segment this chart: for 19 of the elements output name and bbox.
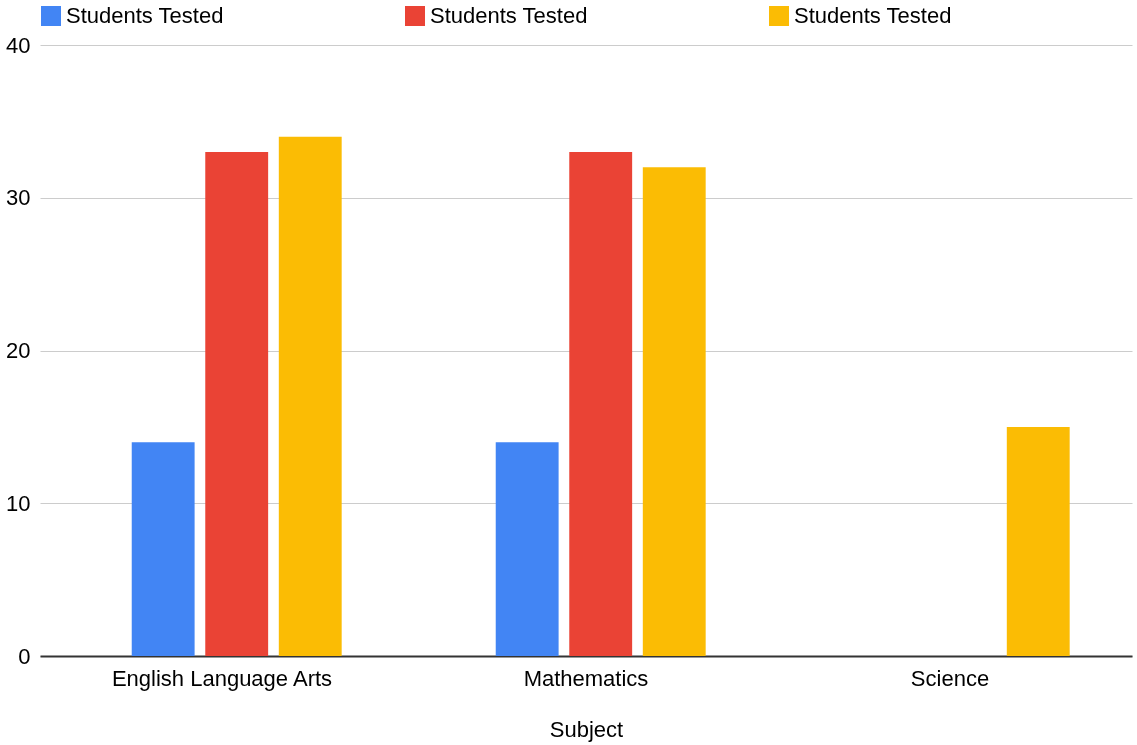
x-tick-label: English Language Arts: [111, 665, 333, 691]
bar: [131, 442, 195, 656]
bar: [495, 442, 559, 656]
bar: [1006, 426, 1070, 656]
y-tick-label: 0: [18, 643, 31, 669]
legend-label: Students Tested: [66, 3, 224, 28]
bar: [205, 151, 269, 656]
x-tick-label: Mathematics: [523, 665, 649, 691]
x-axis-title: Subject: [549, 716, 624, 742]
bar: [278, 136, 342, 656]
bar: [569, 151, 633, 656]
y-tick-label: 10: [6, 490, 31, 516]
y-tick-label: 20: [6, 338, 31, 363]
x-tick-label: Science: [910, 665, 990, 691]
legend-label: Students Tested: [430, 3, 588, 28]
legend-label: Students Tested: [794, 3, 952, 28]
y-tick-label: 30: [6, 185, 31, 211]
bar: [642, 167, 706, 656]
y-tick-label: 40: [6, 32, 31, 58]
